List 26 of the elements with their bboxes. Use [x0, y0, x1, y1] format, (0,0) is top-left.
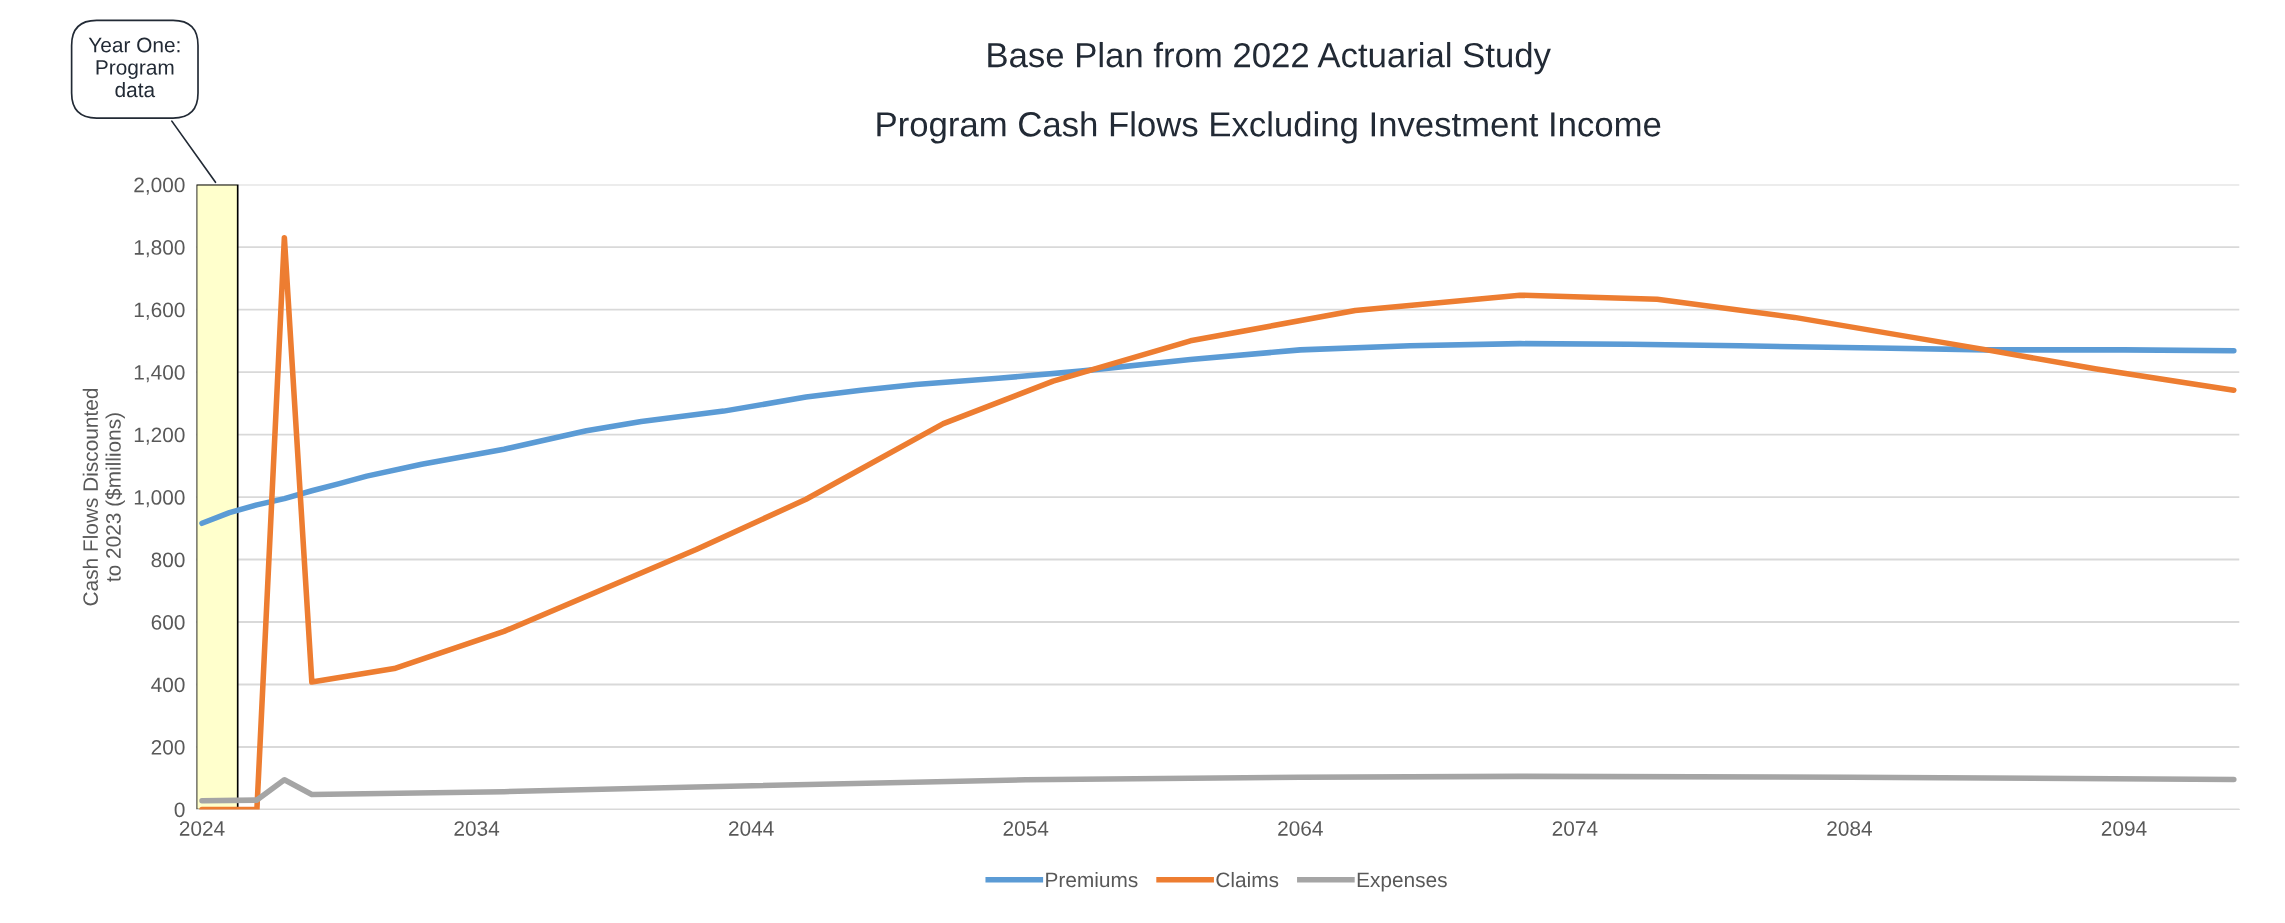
- y-tick-label: 0: [174, 802, 185, 818]
- y-tick-label: 1,600: [134, 302, 185, 320]
- chart-title: Base Plan from 2022 Actuarial Study: [988, 41, 1551, 75]
- x-tick-label: 2054: [1003, 821, 1049, 836]
- y-tick-label: 1,000: [134, 490, 185, 508]
- y-tick-label: 1,400: [134, 365, 185, 383]
- y-tick-label: 600: [151, 615, 185, 630]
- y-tick-label: 1,800: [134, 240, 185, 258]
- legend-label: Premiums: [1046, 871, 1138, 888]
- x-tick-label: 2074: [1552, 821, 1598, 836]
- y-tick-label: 1,200: [134, 427, 185, 445]
- band-label: Year One: Program data: [88, 37, 180, 98]
- y-tick-label: 2,000: [134, 177, 185, 195]
- legend-label: Claims: [1216, 871, 1279, 888]
- x-tick-label: 2044: [729, 821, 774, 836]
- y-tick-label: 200: [151, 739, 185, 755]
- x-tick-label: 2024: [179, 821, 225, 836]
- legend-label: Expenses: [1357, 872, 1447, 892]
- x-tick-label: 2064: [1278, 821, 1323, 836]
- y-tick-label: 800: [151, 552, 185, 568]
- x-tick-label: 2084: [1827, 821, 1872, 836]
- chart-subtitle: Program Cash Flows Excluding Investment Income: [877, 111, 1661, 144]
- x-tick-label: 2094: [2101, 821, 2147, 836]
- x-tick-label: 2034: [454, 821, 500, 836]
- y-axis-title: Cash Flows Discounted to 2023 ($millions): [82, 388, 125, 606]
- y-tick-label: 400: [151, 677, 185, 693]
